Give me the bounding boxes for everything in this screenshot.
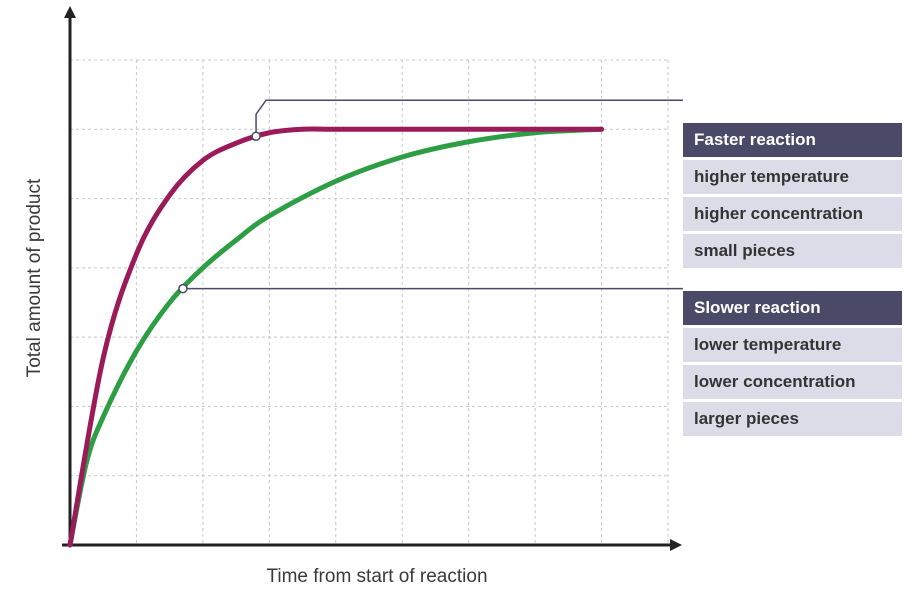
slower-reaction-panel: Slower reaction lower temperature lower … [683,291,902,436]
faster-item-temperature: higher temperature [683,160,902,194]
slower-reaction-curve [67,126,605,548]
x-axis-arrow [670,539,682,551]
callout-lines [182,99,683,290]
callout-markers [178,131,261,294]
x-axis-label: Time from start of reaction [266,566,488,587]
faster-item-pieces: small pieces [683,234,902,268]
slower-reaction-header: Slower reaction [683,291,902,325]
chart-series [67,126,605,548]
slower-item-temperature: lower temperature [683,328,902,362]
faster-callout-line [255,99,683,137]
faster-reaction-header: Faster reaction [683,123,902,157]
y-axis-label: Total amount of product [24,178,45,378]
slower-callout-marker [178,283,188,294]
y-axis-arrow [64,6,76,18]
chart-axes [62,6,682,551]
slower-item-concentration: lower concentration [683,365,902,399]
faster-reaction-curve [67,126,605,548]
faster-reaction-panel: Faster reaction higher temperature highe… [683,123,902,268]
slower-item-pieces: larger pieces [683,402,902,436]
faster-callout-marker [251,131,261,141]
chart-grid [70,59,669,545]
faster-item-concentration: higher concentration [683,197,902,231]
